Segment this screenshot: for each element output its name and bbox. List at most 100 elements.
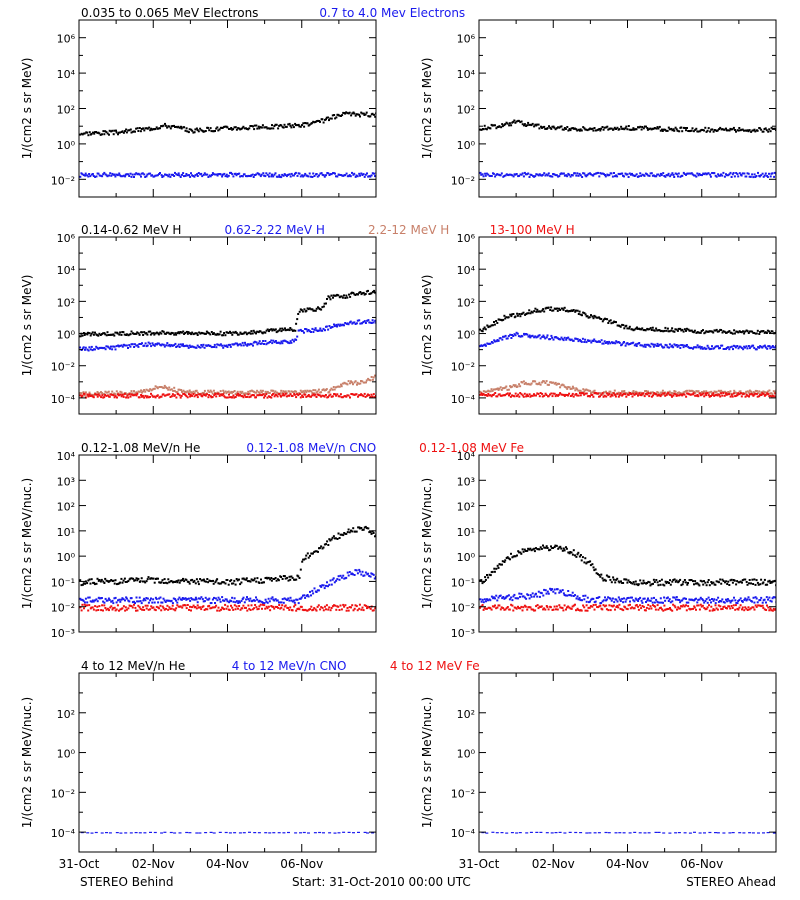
- data-point: [221, 344, 224, 347]
- data-point: [290, 341, 293, 344]
- data-point: [663, 596, 666, 599]
- data-point: [706, 601, 709, 604]
- data-point: [562, 592, 565, 595]
- data-point: [699, 347, 702, 350]
- data-point: [568, 128, 571, 130]
- data-point: [666, 346, 669, 349]
- data-point: [88, 131, 91, 134]
- data-point: [632, 599, 635, 602]
- data-point: [297, 313, 300, 315]
- data-point: [253, 577, 256, 580]
- data-point: [732, 348, 734, 351]
- data-point: [756, 129, 759, 132]
- data-point: [150, 392, 152, 395]
- data-point: [548, 549, 550, 552]
- data-point: [754, 583, 757, 586]
- data-point: [515, 607, 518, 610]
- data-point: [774, 596, 776, 599]
- data-point: [499, 386, 502, 389]
- data-point: [744, 578, 747, 581]
- data-point: [761, 346, 764, 349]
- data-point: [239, 331, 242, 334]
- data-point: [296, 318, 299, 321]
- data-point: [164, 581, 167, 584]
- data-point: [605, 390, 607, 393]
- data-point: [191, 606, 193, 609]
- data-point: [716, 330, 719, 333]
- data-point: [267, 341, 270, 344]
- data-point: [212, 332, 215, 335]
- data-point: [699, 331, 702, 334]
- data-point: [115, 390, 118, 393]
- y-tick-label: 10⁻³: [51, 627, 75, 640]
- data-point: [213, 596, 215, 599]
- data-point: [552, 381, 555, 384]
- x-axis: [478, 237, 777, 414]
- data-point: [266, 607, 269, 610]
- data-point: [302, 390, 305, 393]
- data-point: [604, 579, 607, 582]
- data-point: [173, 344, 176, 347]
- data-point: [313, 121, 316, 124]
- data-point: [578, 338, 581, 341]
- data-point: [287, 123, 290, 126]
- data-point: [263, 602, 266, 605]
- data-point: [129, 128, 132, 131]
- data-point: [581, 314, 583, 317]
- data-point: [755, 390, 758, 392]
- data-point: [621, 394, 624, 397]
- data-point: [656, 391, 659, 394]
- data-point: [338, 537, 341, 539]
- data-point: [291, 609, 294, 612]
- data-point: [678, 130, 681, 133]
- data-point: [766, 347, 769, 350]
- data-point: [690, 393, 693, 396]
- data-point: [583, 127, 586, 130]
- data-point: [204, 608, 207, 611]
- data-point: [144, 127, 147, 130]
- data-point: [583, 606, 586, 609]
- data-point: [521, 172, 524, 175]
- data-point: [653, 601, 656, 604]
- data-point: [225, 392, 228, 395]
- data-point: [226, 346, 229, 348]
- data-point: [542, 308, 545, 311]
- data-point: [125, 396, 128, 399]
- data-point: [241, 175, 244, 178]
- data-point: [520, 393, 523, 396]
- data-point: [627, 579, 630, 582]
- data-point: [646, 173, 648, 176]
- data-point: [754, 596, 757, 599]
- data-point: [602, 579, 605, 582]
- data-point: [337, 323, 340, 326]
- data-point: [151, 606, 154, 609]
- data-point: [105, 131, 108, 134]
- data-point: [501, 387, 504, 390]
- data-point: [503, 387, 506, 390]
- data-point: [772, 607, 775, 610]
- data-point: [645, 390, 648, 392]
- data-point: [494, 340, 496, 343]
- data-point: [298, 172, 301, 175]
- data-point: [104, 333, 107, 336]
- data-point: [586, 174, 589, 177]
- data-point: [519, 173, 522, 176]
- data-point: [561, 128, 564, 131]
- data-point: [614, 395, 617, 398]
- data-point: [343, 532, 346, 534]
- data-point: [312, 608, 315, 611]
- data-point: [740, 331, 743, 334]
- data-point: [673, 176, 676, 178]
- data-point: [313, 175, 316, 177]
- data-point: [84, 172, 87, 175]
- data-point: [94, 605, 97, 608]
- data-point: [570, 338, 573, 341]
- data-point: [172, 389, 175, 392]
- data-point: [313, 328, 316, 331]
- data-point: [303, 125, 306, 128]
- legend-label: 0.12-1.08 MeV/n CNO: [246, 441, 376, 455]
- data-point: [657, 393, 660, 396]
- data-point: [735, 172, 738, 174]
- data-point: [164, 122, 166, 125]
